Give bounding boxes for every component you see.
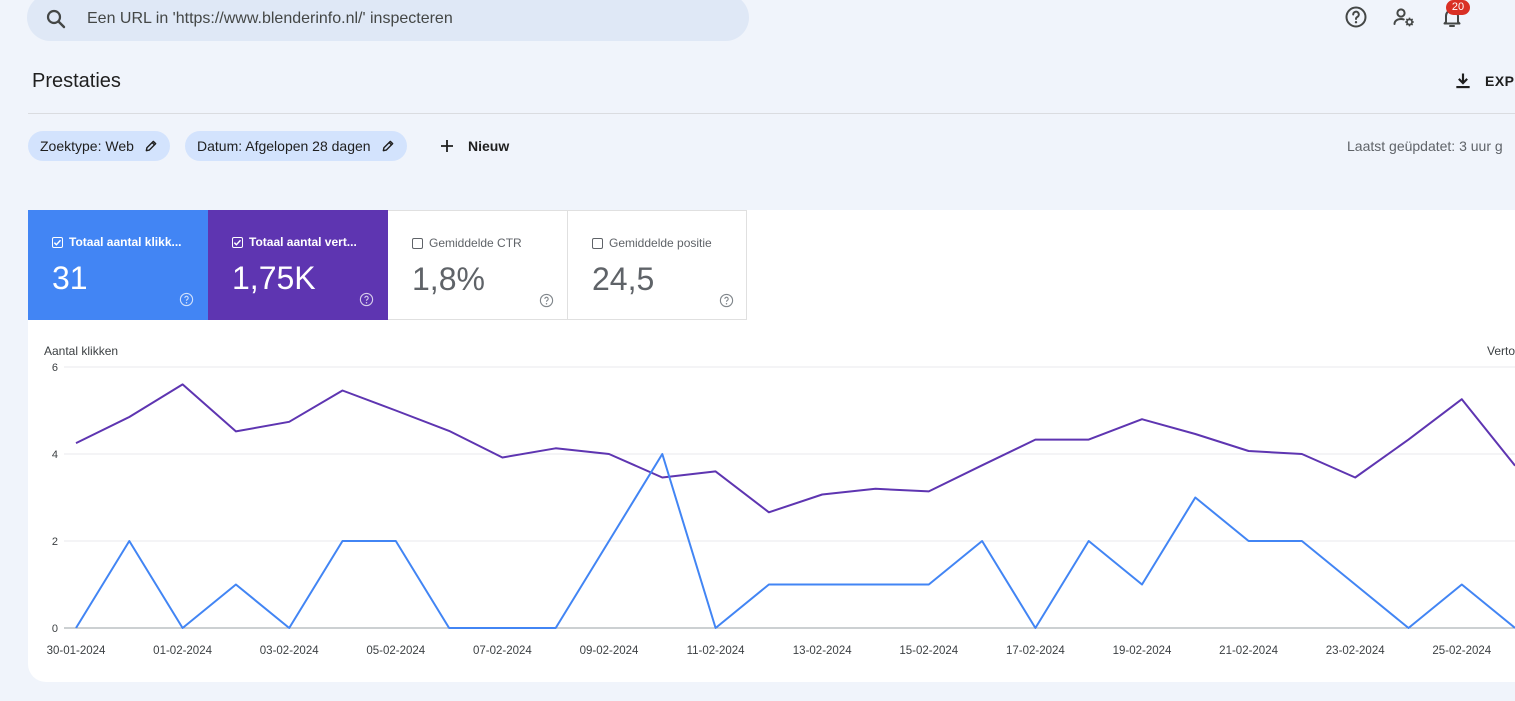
- series-line-impressions: [75, 383, 1515, 514]
- x-tick-label: 17-02-2024: [1006, 645, 1065, 657]
- search-type-label: Zoektype: Web: [40, 138, 134, 154]
- metric-label-row: Totaal aantal klikk...: [52, 235, 182, 249]
- title-divider: [28, 113, 1515, 114]
- x-tick-label: 09-02-2024: [580, 645, 639, 657]
- help-circle-icon[interactable]: [539, 293, 554, 308]
- checkbox-unchecked-icon[interactable]: [412, 237, 423, 249]
- y-tick-label: 6: [52, 362, 58, 374]
- plus-icon: [441, 140, 453, 152]
- metric-value: 31: [52, 260, 88, 296]
- y-axis-left-title: Aantal klikken: [44, 344, 119, 358]
- x-tick-label: 25-02-2024: [1432, 645, 1491, 657]
- metric-label: Totaal aantal klikk...: [69, 235, 182, 249]
- edit-pencil-icon: [382, 140, 393, 152]
- export-label: EXPO: [1485, 73, 1515, 89]
- x-tick-label: 13-02-2024: [793, 645, 852, 657]
- export-button[interactable]: EXPO: [1453, 71, 1515, 91]
- metric-label: Totaal aantal vert...: [249, 235, 357, 249]
- help-circle-icon[interactable]: [719, 293, 734, 308]
- x-tick-label: 01-02-2024: [153, 645, 212, 657]
- y-tick-label: 4: [52, 449, 58, 461]
- checkbox-checked-icon[interactable]: [232, 236, 243, 248]
- checkbox-unchecked-icon[interactable]: [592, 237, 603, 249]
- x-tick-label: 05-02-2024: [366, 645, 425, 657]
- y-tick-label: 2: [52, 536, 58, 548]
- download-icon: [1456, 73, 1470, 89]
- x-tick-label: 23-02-2024: [1326, 645, 1385, 657]
- date-filter-label: Datum: Afgelopen 28 dagen: [197, 138, 371, 154]
- metric-value: 1,8%: [412, 261, 485, 297]
- search-icon: [46, 9, 66, 29]
- edit-pencil-icon: [145, 140, 157, 152]
- last-updated-text: Laatst geüpdatet: 3 uur g: [1347, 138, 1503, 154]
- metric-average-position[interactable]: Gemiddelde positie 24,5: [567, 210, 747, 320]
- metric-label: Gemiddelde positie: [609, 236, 712, 250]
- help-circle-icon[interactable]: [359, 292, 374, 307]
- help-circle-icon[interactable]: [179, 292, 194, 307]
- search-type-filter-chip[interactable]: Zoektype: Web: [28, 131, 170, 161]
- metric-label: Gemiddelde CTR: [429, 236, 522, 250]
- y-axis-right-title: Verto: [1487, 344, 1515, 358]
- metric-value: 24,5: [592, 261, 655, 297]
- metric-label-row: Totaal aantal vert...: [232, 235, 357, 249]
- x-tick-label: 21-02-2024: [1219, 645, 1278, 657]
- date-filter-chip[interactable]: Datum: Afgelopen 28 dagen: [185, 131, 407, 161]
- metric-label-row: Gemiddelde positie: [592, 236, 712, 250]
- metric-label-row: Gemiddelde CTR: [412, 236, 522, 250]
- metric-total-clicks[interactable]: Totaal aantal klikk... 31: [28, 210, 208, 320]
- y-tick-label: 0: [52, 623, 58, 635]
- metric-average-ctr[interactable]: Gemiddelde CTR 1,8%: [388, 210, 568, 320]
- notification-count-badge: 20: [1446, 0, 1470, 15]
- new-filter-label: Nieuw: [468, 138, 510, 154]
- checkbox-checked-icon[interactable]: [52, 236, 63, 248]
- x-tick-label: 19-02-2024: [1113, 645, 1172, 657]
- help-icon[interactable]: [1344, 5, 1368, 29]
- x-tick-label: 11-02-2024: [687, 645, 746, 657]
- x-tick-label: 03-02-2024: [260, 645, 319, 657]
- series-line-clicks: [75, 453, 1515, 629]
- new-filter-button[interactable]: Nieuw: [438, 133, 509, 159]
- x-tick-label: 30-01-2024: [47, 645, 106, 657]
- url-inspect-search[interactable]: [27, 0, 749, 41]
- url-inspect-input[interactable]: [85, 4, 729, 34]
- page-title: Prestaties: [32, 70, 121, 92]
- manage-users-icon[interactable]: [1392, 5, 1416, 29]
- x-tick-label: 15-02-2024: [899, 645, 958, 657]
- x-tick-label: 07-02-2024: [473, 645, 532, 657]
- metric-total-impressions[interactable]: Totaal aantal vert... 1,75K: [208, 210, 388, 320]
- metric-value: 1,75K: [232, 260, 316, 296]
